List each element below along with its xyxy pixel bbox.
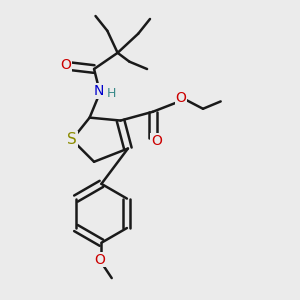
Text: S: S — [67, 132, 77, 147]
Text: O: O — [176, 92, 186, 106]
Text: O: O — [151, 134, 162, 148]
Text: H: H — [107, 87, 116, 100]
Text: O: O — [94, 253, 105, 266]
Text: N: N — [93, 84, 104, 98]
Text: O: O — [60, 58, 71, 73]
